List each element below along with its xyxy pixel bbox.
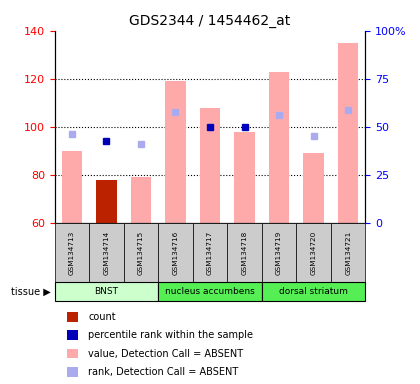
Bar	[61, 151, 82, 223]
Bar	[338, 43, 359, 223]
Bar	[234, 131, 255, 223]
Bar	[165, 81, 186, 223]
Text: dorsal striatum: dorsal striatum	[279, 287, 348, 296]
Text: BNST: BNST	[94, 287, 118, 296]
Text: value, Detection Call = ABSENT: value, Detection Call = ABSENT	[88, 349, 243, 359]
Text: GSM134720: GSM134720	[311, 230, 317, 275]
Text: GSM134713: GSM134713	[69, 230, 75, 275]
Bar	[131, 177, 151, 223]
Bar	[200, 108, 221, 223]
Text: percentile rank within the sample: percentile rank within the sample	[88, 330, 253, 340]
Text: rank, Detection Call = ABSENT: rank, Detection Call = ABSENT	[88, 367, 239, 377]
Text: GSM134718: GSM134718	[241, 230, 247, 275]
Text: GSM134714: GSM134714	[103, 230, 109, 275]
Title: GDS2344 / 1454462_at: GDS2344 / 1454462_at	[129, 14, 291, 28]
Text: GSM134715: GSM134715	[138, 230, 144, 275]
Text: GSM134717: GSM134717	[207, 230, 213, 275]
Text: tissue ▶: tissue ▶	[10, 287, 50, 297]
Text: nucleus accumbens: nucleus accumbens	[165, 287, 255, 296]
Text: GSM134719: GSM134719	[276, 230, 282, 275]
Bar	[96, 180, 117, 223]
Text: GSM134716: GSM134716	[173, 230, 178, 275]
Bar	[303, 153, 324, 223]
Text: count: count	[88, 312, 116, 322]
Bar	[269, 71, 289, 223]
Text: GSM134721: GSM134721	[345, 230, 351, 275]
